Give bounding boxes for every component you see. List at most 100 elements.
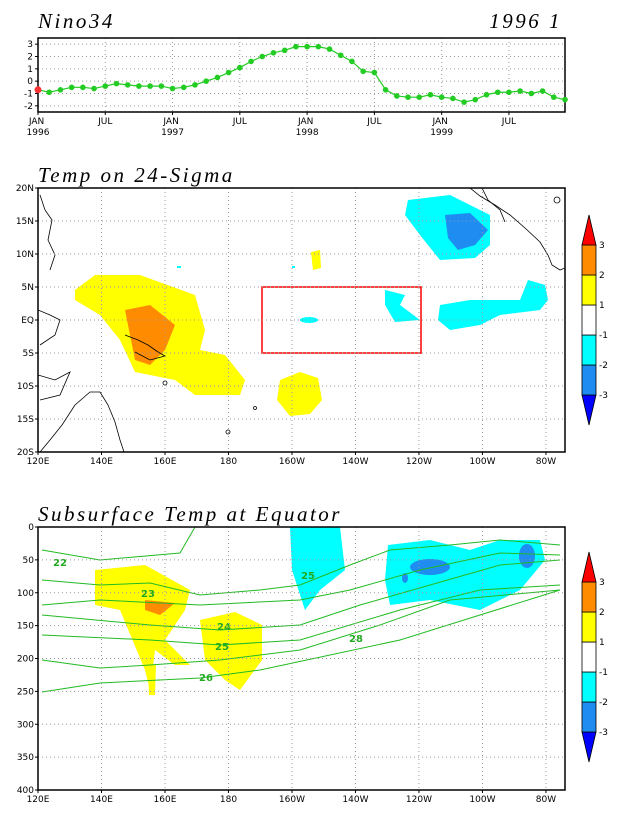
data-point [483, 91, 490, 98]
data-point [225, 69, 232, 76]
colorbar-label: -3 [599, 728, 608, 738]
y-tick-label: 5N [22, 283, 34, 293]
colorbar-label: 3 [599, 241, 605, 251]
isotherm [41, 584, 561, 646]
isotherm [41, 539, 561, 596]
data-point [394, 93, 400, 99]
x-tick-label: 160W [279, 457, 305, 467]
colorbar-segment [581, 641, 597, 673]
colorbar-label: -1 [599, 331, 608, 341]
y-tick-label: 300 [17, 720, 34, 730]
data-point [147, 83, 153, 89]
data-point [113, 80, 120, 87]
coastline [39, 194, 56, 271]
colorbar-segment [581, 274, 597, 306]
y-tick-label: 3 [27, 40, 33, 50]
x-tick-label: JAN 1996 [27, 117, 50, 138]
x-tick-label: JUL [501, 117, 516, 127]
contour-label: 24 [217, 622, 231, 633]
anomaly-region [438, 280, 548, 330]
y-tick-label: 1 [27, 65, 33, 75]
data-point [192, 82, 198, 88]
data-point [281, 47, 288, 54]
x-tick-label: 120E [27, 457, 50, 467]
x-tick-label: JAN 1999 [430, 117, 453, 138]
coastline [38, 371, 71, 401]
data-point [270, 50, 277, 56]
data-point [180, 84, 187, 91]
y-tick-label: 100 [17, 589, 34, 599]
contour-label: 22 [53, 558, 67, 569]
data-point [136, 83, 142, 89]
contour-label: 25 [301, 571, 315, 582]
x-tick-label: 160E [154, 457, 177, 467]
isotherm [41, 527, 196, 561]
data-point [102, 83, 109, 89]
x-tick-label-line: JAN [28, 117, 47, 127]
x-tick-label: JUL [97, 117, 112, 127]
data-point [405, 94, 411, 100]
data-point [517, 88, 523, 94]
y-tick-label: 0 [28, 523, 34, 533]
x-tick-label: 140W [342, 457, 368, 467]
x-tick-label: 100W [469, 457, 495, 467]
y-tick-label: 0 [27, 77, 33, 87]
colorbar-label: 1 [599, 638, 605, 648]
data-point [80, 84, 86, 91]
y-tick-label: 2 [27, 53, 33, 63]
colorbar-segment [581, 334, 597, 366]
y-tick-label: 350 [17, 753, 34, 763]
anomaly-region [290, 527, 345, 610]
x-tick-label-line: 1999 [430, 128, 453, 138]
panel-title: Temp on 24-Sigma [38, 163, 235, 187]
island [225, 429, 231, 435]
x-tick-label-line: JAN [432, 117, 451, 127]
isotherm [41, 552, 561, 606]
anomaly-region [311, 250, 321, 270]
anomaly-region [402, 573, 408, 583]
y-tick-label: 5S [23, 349, 35, 359]
data-point [506, 89, 512, 96]
x-tick-label: 180 [220, 457, 237, 467]
x-tick-label: 100W [469, 795, 495, 805]
panel-title: Nino34 [37, 9, 115, 33]
colorbar-end [581, 394, 597, 426]
y-tick-label: 150 [17, 622, 34, 632]
y-tick-label: -1 [24, 90, 33, 100]
grid-layer [37, 38, 565, 112]
y-tick-label: 20N [16, 184, 34, 194]
y-tick-label: 10S [17, 382, 34, 392]
data-point [304, 43, 310, 50]
data-point [562, 96, 568, 103]
data-point [461, 99, 467, 105]
anomaly-fields [38, 188, 565, 452]
x-tick-label-line: JAN [297, 117, 316, 127]
data-point [203, 78, 209, 84]
anomaly-region [300, 317, 318, 323]
y-tick-label: 250 [17, 687, 34, 697]
island [553, 196, 561, 204]
contour-label: 26 [199, 673, 213, 684]
isotherm [41, 589, 561, 669]
colorbar-segment [581, 611, 597, 643]
x-tick-label: 160W [279, 795, 305, 805]
data-point [494, 89, 501, 96]
x-tick-label: JUL [232, 117, 247, 127]
data-point [550, 94, 557, 100]
x-tick-label: 80W [536, 457, 556, 467]
colorbar-label: -2 [599, 698, 608, 708]
data-point [337, 52, 344, 59]
data-point [349, 58, 355, 65]
colorbar-end [581, 551, 597, 583]
isotherm [41, 589, 561, 693]
colorbar-segment [581, 304, 597, 336]
anomaly-region [519, 544, 535, 568]
colorbar-label: -2 [599, 361, 608, 371]
y-tick-label: 200 [17, 655, 34, 665]
y-tick-label: 20S [17, 448, 34, 458]
colorbar-segment [581, 671, 597, 703]
colorbar-segment [581, 701, 597, 733]
data-point [371, 69, 378, 76]
colorbar-segment [581, 244, 597, 276]
